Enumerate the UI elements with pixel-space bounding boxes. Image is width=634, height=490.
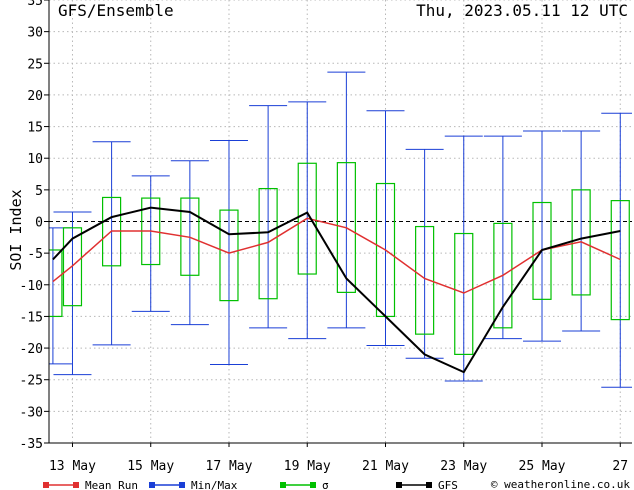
sigma-box	[610, 200, 630, 321]
x-tick-label: 25 May	[519, 459, 566, 474]
legend-label: Min/Max	[191, 479, 238, 490]
legend-marker	[280, 482, 286, 488]
gfs-line	[52, 206, 621, 374]
sigma-box	[49, 249, 63, 318]
y-tick-label: -25	[20, 374, 43, 389]
legend-marker	[149, 482, 155, 488]
x-tick-label: 23 May	[440, 459, 487, 474]
sigma-box	[571, 189, 591, 296]
sigma-box	[62, 227, 83, 307]
y-tick-label: 0	[35, 216, 43, 231]
y-tick-labels: -35 -30 -25 -20 -15 -10 -5 0 5 10 15 20 25 30 35	[20, 0, 43, 452]
x-tick-label: 17 May	[206, 459, 253, 474]
sigma-box	[454, 232, 474, 356]
x-tick-label: 19 May	[284, 459, 331, 474]
legend-marker	[73, 482, 79, 488]
legend-item-sigma: σ	[280, 479, 329, 490]
x-tick-labels: 13 May 15 May 17 May 19 May 21 May 23 May 25 M…	[49, 459, 628, 474]
y-tick-label: 35	[27, 0, 43, 9]
y-tick-label: 20	[27, 89, 43, 104]
axes	[44, 0, 632, 447]
sigma-box	[336, 162, 356, 293]
plot-area	[49, 71, 632, 388]
mean-run-line	[52, 217, 621, 294]
y-tick-label: -10	[20, 279, 43, 294]
sigma-box	[180, 197, 200, 276]
y-tick-label: -30	[20, 405, 43, 420]
x-tick-label: 15 May	[127, 459, 174, 474]
x-tick-label: 21 May	[362, 459, 409, 474]
legend-label: σ	[322, 479, 329, 490]
legend: Mean Run Min/Max σ GFS	[43, 479, 458, 490]
sigma-box	[415, 225, 435, 335]
sigma-box	[219, 209, 239, 302]
y-tick-label: -5	[27, 247, 43, 262]
chart-title: GFS/Ensemble	[58, 1, 174, 20]
y-tick-label: -20	[20, 342, 43, 357]
legend-label: Mean Run	[85, 479, 138, 490]
y-axis-label: SOI Index	[7, 189, 25, 270]
legend-label: GFS	[438, 479, 458, 490]
run-date: Thu, 2023.05.11 12 UTC	[416, 1, 628, 20]
x-tick-label: 13 May	[49, 459, 96, 474]
y-tick-label: -35	[20, 437, 43, 452]
sigma-box	[258, 187, 278, 300]
legend-item-gfs: GFS	[396, 479, 458, 490]
sigma-box	[493, 222, 513, 329]
legend-marker	[43, 482, 49, 488]
y-tick-label: 15	[27, 121, 43, 136]
y-tick-label: 5	[35, 184, 43, 199]
y-tick-label: 30	[27, 26, 43, 41]
legend-marker	[179, 482, 185, 488]
y-tick-label: 25	[27, 57, 43, 72]
x-tick-label: 27	[612, 459, 628, 474]
y-tick-label: -15	[20, 310, 43, 325]
legend-item-mean: Mean Run	[43, 479, 138, 490]
legend-marker	[310, 482, 316, 488]
y-tick-label: 10	[27, 152, 43, 167]
legend-marker	[426, 482, 432, 488]
legend-marker	[396, 482, 402, 488]
sigma-box	[532, 201, 552, 300]
legend-item-minmax: Min/Max	[149, 479, 238, 490]
credit-text: © weatheronline.co.uk	[491, 478, 630, 490]
sigma-box	[297, 162, 317, 275]
